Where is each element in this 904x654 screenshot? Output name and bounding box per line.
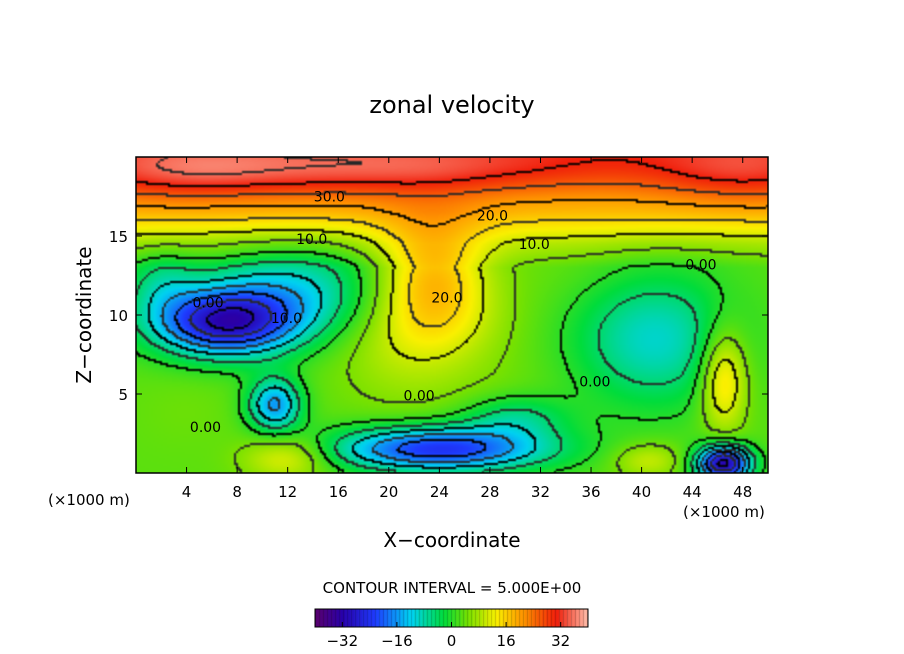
contour-label: 10.0 (519, 237, 550, 253)
x-tick-label: 20 (379, 483, 398, 501)
x-tick-label: 16 (329, 483, 348, 501)
x-tick-label: 4 (182, 483, 192, 501)
x-tick-label: 28 (480, 483, 499, 501)
y-tick-label: 15 (109, 228, 128, 246)
x-unit-label-left: (×1000 m) (48, 491, 130, 509)
colorbar-tick-label: 32 (551, 632, 570, 650)
contour-label: 0.00 (190, 420, 221, 436)
x-axis-ticks: 4 8 12 16 20 24 28 32 36 40 44 48 (182, 157, 752, 501)
y-tick-label: 5 (118, 386, 128, 404)
x-unit-label-right: (×1000 m) (683, 503, 765, 521)
contour-label: 0.00 (685, 257, 716, 273)
colorbar: −32 −16 0 16 32 (314, 608, 589, 650)
contour-label: 10.0 (271, 311, 302, 327)
contour-label: 0.00 (192, 295, 223, 311)
x-tick-label: 8 (232, 483, 242, 501)
plot-area: 30.0 20.0 10.0 10.0 0.00 20.0 0.00 10.0 0.00 0.00… (109, 156, 769, 501)
contour-label: 0.00 (404, 389, 435, 405)
x-tick-label: 40 (632, 483, 651, 501)
contour-label: 30.0 (314, 190, 345, 206)
colorbar-ticks: −32 −16 0 16 32 (326, 622, 570, 650)
y-tick-label: 10 (109, 307, 128, 325)
x-tick-label: 48 (733, 483, 752, 501)
chart-title: zonal velocity (369, 91, 534, 119)
colorbar-tick-label: 16 (497, 632, 516, 650)
x-tick-label: 12 (278, 483, 297, 501)
colorbar-tick-label: −16 (381, 632, 413, 650)
contour-label: 20.0 (431, 291, 462, 307)
colorbar-gradient (315, 609, 588, 627)
y-axis-label: Z−coordinate (72, 246, 96, 383)
x-tick-label: 32 (531, 483, 550, 501)
x-tick-label: 44 (683, 483, 702, 501)
contour-label: 0.00 (579, 374, 610, 390)
contour-label: 20.0 (477, 208, 508, 224)
x-tick-label: 24 (430, 483, 449, 501)
contour-labels: 30.0 20.0 10.0 10.0 0.00 20.0 0.00 10.0 0.00 0.00… (190, 190, 717, 437)
velocity-field-image (136, 157, 768, 473)
colorbar-tick-label: −32 (326, 632, 358, 650)
y-axis-ticks: 5 10 15 (109, 228, 768, 404)
colorbar-tick-label: 0 (447, 632, 457, 650)
contour-interval-label: CONTOUR INTERVAL = 5.000E+00 (323, 579, 582, 597)
contour-label: 10.0 (296, 232, 327, 248)
x-tick-label: 36 (581, 483, 600, 501)
x-axis-label: X−coordinate (383, 528, 520, 552)
